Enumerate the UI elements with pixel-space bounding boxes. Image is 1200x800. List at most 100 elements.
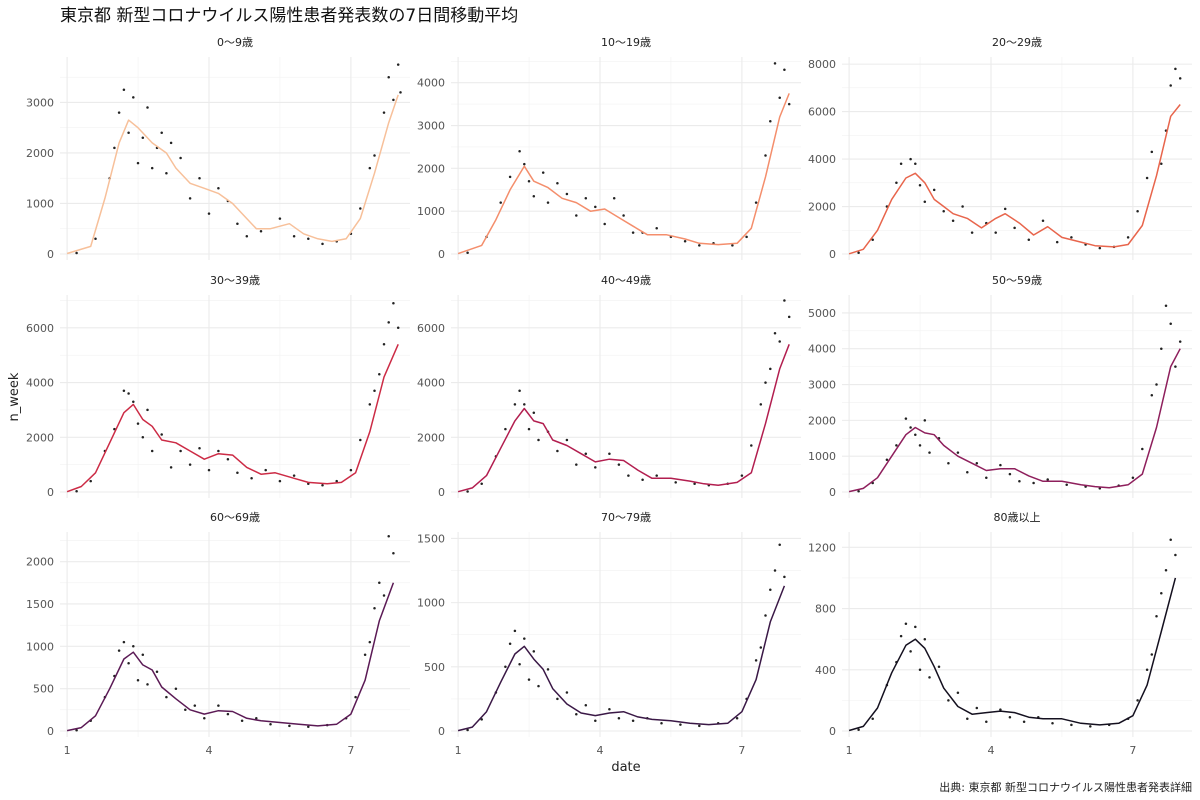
data-point [546, 201, 550, 204]
y-tick-label: 4000 [417, 377, 445, 390]
data-point [1098, 487, 1102, 490]
facet-label: 0〜9歳 [217, 36, 253, 49]
y-tick-label: 5000 [808, 307, 836, 320]
y-tick-label: 3000 [417, 120, 445, 133]
y-tick-label: 2000 [26, 147, 54, 160]
facet-panel: 0 2000 4000 6000 30〜39歳 [26, 274, 410, 499]
x-tick-label: 1 [455, 744, 462, 757]
data-point [75, 489, 78, 493]
data-point [368, 166, 372, 170]
facet-panel: 0 2000 4000 6000 8000 20〜29歳 [808, 36, 1192, 261]
moving-average-line [848, 104, 1181, 255]
data-point [928, 676, 931, 679]
data-point [1174, 67, 1177, 71]
data-point [622, 214, 625, 217]
y-tick-label: 3000 [26, 96, 54, 109]
data-point [188, 197, 192, 200]
data-point [565, 691, 569, 694]
facet-panel: 0 1000 2000 3000 0〜9歳 [26, 36, 410, 261]
data-point [942, 210, 945, 213]
data-point [764, 154, 767, 157]
data-point [146, 106, 149, 109]
data-point [122, 88, 126, 92]
data-point [956, 691, 960, 694]
data-point [631, 719, 635, 722]
data-point [608, 707, 611, 711]
data-point [857, 490, 860, 493]
data-point [999, 708, 1002, 711]
data-point [1013, 226, 1016, 230]
x-tick-label: 4 [987, 744, 994, 757]
data-point [923, 200, 927, 204]
data-point [947, 699, 950, 702]
data-point [321, 242, 324, 246]
data-point [160, 131, 163, 135]
y-tick-label: 6000 [808, 106, 836, 119]
data-point [1174, 365, 1177, 368]
x-tick-label: 7 [1129, 744, 1136, 757]
data-point [1065, 483, 1068, 487]
data-point [1169, 538, 1172, 541]
data-point [754, 201, 758, 204]
y-tick-label: 0 [829, 725, 836, 738]
data-point [387, 534, 390, 538]
data-point [169, 466, 173, 469]
data-point [1027, 238, 1031, 242]
data-point [127, 392, 130, 395]
data-point [871, 238, 874, 242]
y-tick-label: 8000 [808, 58, 836, 71]
data-point [769, 367, 772, 371]
data-point [392, 301, 395, 305]
facet-label: 50〜59歳 [992, 274, 1042, 287]
data-point [923, 419, 927, 422]
y-tick-label: 4000 [808, 153, 836, 166]
data-point [523, 637, 526, 640]
y-tick-label: 2000 [808, 201, 836, 214]
data-point [655, 474, 658, 477]
data-point [146, 683, 149, 686]
data-point [773, 332, 777, 335]
data-point [895, 181, 898, 185]
y-tick-label: 6000 [417, 322, 445, 335]
data-point [783, 575, 786, 579]
data-point [141, 436, 145, 439]
data-point [387, 321, 390, 324]
data-point [1155, 383, 1158, 386]
data-point [136, 422, 140, 425]
data-point [660, 722, 663, 725]
data-point [513, 629, 517, 633]
data-point [165, 695, 168, 699]
moving-average-line [457, 344, 790, 493]
data-point [773, 569, 777, 572]
data-point [1150, 150, 1154, 154]
chart-caption: 出典: 東京都 新型コロナウイルス陽性患者発表詳細 [939, 780, 1192, 794]
data-point [1051, 722, 1054, 725]
data-point [899, 634, 903, 638]
data-point [198, 176, 201, 180]
data-point [1141, 447, 1144, 451]
data-point [396, 326, 400, 330]
data-point [1089, 725, 1092, 728]
data-point [141, 653, 145, 657]
data-point [1169, 84, 1172, 87]
data-point [750, 444, 753, 447]
data-point [150, 449, 154, 453]
data-point [735, 716, 739, 720]
data-point [207, 468, 211, 472]
data-point [292, 474, 296, 477]
data-point [207, 212, 211, 215]
y-tick-label: 1000 [808, 450, 836, 463]
y-tick-label: 4000 [808, 343, 836, 356]
data-point [1160, 591, 1163, 595]
data-point [165, 171, 168, 175]
x-axis-title: date [611, 760, 640, 775]
facet-label: 80歳以上 [994, 511, 1041, 524]
moving-average-line [66, 582, 395, 732]
data-point [532, 411, 536, 414]
data-point [335, 479, 338, 483]
data-point [537, 438, 540, 442]
data-point [627, 474, 630, 477]
data-point [136, 678, 140, 682]
data-point [932, 188, 936, 192]
data-point [523, 162, 526, 166]
